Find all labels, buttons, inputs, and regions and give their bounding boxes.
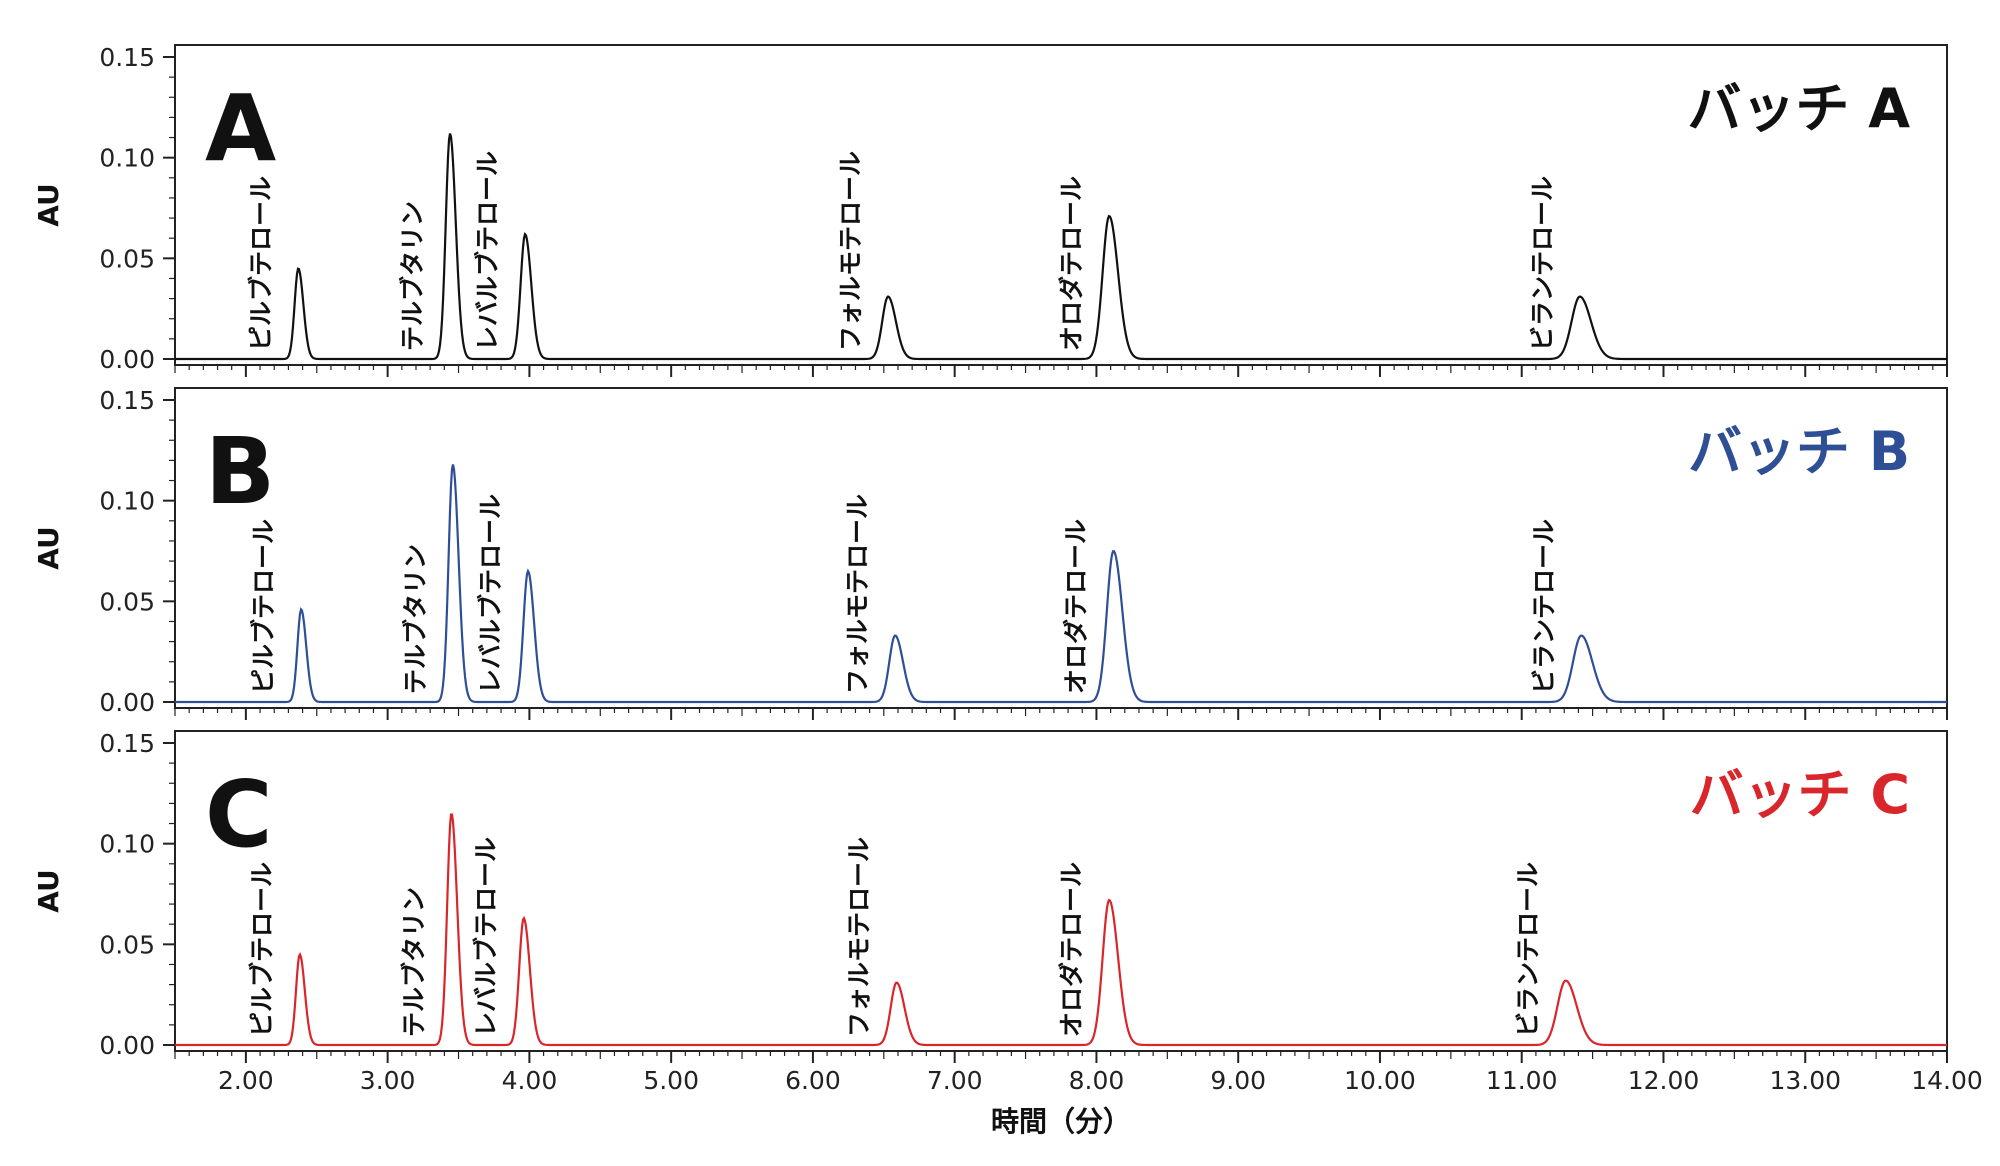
x-tick-label: 9.00 xyxy=(1210,1066,1266,1095)
peak-point xyxy=(1112,550,1114,552)
peak-point xyxy=(1579,295,1581,297)
peak-point xyxy=(450,812,452,814)
x-tick-label: 3.00 xyxy=(360,1066,416,1095)
y-axis-title: AU xyxy=(32,526,65,570)
peak-label: ピルブテロール xyxy=(248,862,277,1037)
y-tick-label: 0.10 xyxy=(99,487,155,516)
peak-point xyxy=(1108,899,1110,901)
peak-point xyxy=(895,981,897,983)
peak-label: オロダテロール xyxy=(1057,862,1086,1037)
y-tick-label: 0.05 xyxy=(99,587,155,616)
batch-label: バッチ A xyxy=(1687,77,1910,140)
x-tick-label: 12.00 xyxy=(1628,1066,1700,1095)
y-tick-label: 0.00 xyxy=(99,345,155,374)
peak-label: ビランテロール xyxy=(1514,862,1543,1037)
peak-label: オロダテロール xyxy=(1061,519,1090,694)
peak-point xyxy=(1108,215,1110,217)
chart-panel-c: 0.00 0.05 0.10 0.15 AU C バッチ C ピルブテロール テルブタリン レバル… xyxy=(32,729,1948,1063)
y-tick-label: 0.15 xyxy=(99,43,155,72)
chromatogram-trace xyxy=(175,464,1947,704)
panel-frame xyxy=(174,730,1948,1052)
peak-point xyxy=(449,132,451,134)
chart-panel-b: 0.00 0.05 0.10 0.15 AU B バッチ B ピルブテロール テルブタリン レバル… xyxy=(32,386,1948,720)
chromatogram-trace xyxy=(175,813,1947,1047)
peak-point xyxy=(524,233,526,235)
peak-point xyxy=(527,570,529,572)
x-tick-label: 7.00 xyxy=(927,1066,983,1095)
x-tick-label: 6.00 xyxy=(785,1066,841,1095)
y-tick-label: 0.10 xyxy=(99,830,155,859)
peak-label: ビランテロール xyxy=(1528,176,1557,351)
x-tick-label: 8.00 xyxy=(1069,1066,1125,1095)
x-tick-label: 4.00 xyxy=(502,1066,558,1095)
peak-label: テルブタリン xyxy=(399,887,428,1037)
peak-label: フォルモテロール xyxy=(843,494,872,694)
y-tick-label: 0.15 xyxy=(99,729,155,758)
peak-point xyxy=(299,953,301,955)
batch-label: バッチ B xyxy=(1688,420,1910,483)
x-axis-title: 時間（分） xyxy=(991,1105,1131,1138)
x-tick-label: 11.00 xyxy=(1486,1066,1558,1095)
peak-label: レバルブテロール xyxy=(473,151,502,351)
batch-label: バッチ C xyxy=(1690,763,1910,826)
panel-frame xyxy=(174,387,1948,709)
panel-letter: B xyxy=(205,418,275,525)
peak-point xyxy=(452,463,454,465)
peak-label: ピルブテロール xyxy=(246,176,275,351)
y-tick-label: 0.05 xyxy=(99,244,155,273)
x-tick-label: 10.00 xyxy=(1344,1066,1416,1095)
peak-label: レバルブテロール xyxy=(472,837,501,1037)
x-tick-label: 2.00 xyxy=(218,1066,274,1095)
chart-panel-a: 0.00 0.05 0.10 0.15 AU A バッチ A ピルブテロール テルブタリン レバル… xyxy=(32,43,1948,377)
peak-label: テルブタリン xyxy=(398,201,427,351)
panel-letter: C xyxy=(205,761,273,868)
peak-label: オロダテロール xyxy=(1057,176,1086,351)
panel-frame xyxy=(174,44,1948,366)
peak-label: フォルモテロール xyxy=(836,151,865,351)
peak-point xyxy=(1564,979,1566,981)
y-axis-title: AU xyxy=(32,869,65,913)
peak-point xyxy=(300,608,302,610)
y-tick-label: 0.00 xyxy=(99,1031,155,1060)
y-tick-label: 0.10 xyxy=(99,144,155,173)
y-tick-label: 0.00 xyxy=(99,688,155,717)
peak-label: レバルブテロール xyxy=(476,494,505,694)
peak-point xyxy=(894,634,896,636)
peak-label: ビランテロール xyxy=(1529,519,1558,694)
x-tick-label: 14.00 xyxy=(1911,1066,1983,1095)
peak-point xyxy=(297,267,299,269)
panel-letter: A xyxy=(205,75,276,182)
y-axis-title: AU xyxy=(32,183,65,227)
x-tick-label: 5.00 xyxy=(643,1066,699,1095)
peak-label: ピルブテロール xyxy=(249,519,278,694)
chromatogram-trace xyxy=(175,133,1947,361)
peak-label: フォルモテロール xyxy=(845,837,874,1037)
y-tick-label: 0.15 xyxy=(99,386,155,415)
peak-point xyxy=(523,917,525,919)
peak-label: テルブタリン xyxy=(401,544,430,694)
peak-point xyxy=(887,295,889,297)
y-tick-label: 0.05 xyxy=(99,930,155,959)
x-tick-label: 13.00 xyxy=(1769,1066,1841,1095)
peak-point xyxy=(1580,634,1582,636)
